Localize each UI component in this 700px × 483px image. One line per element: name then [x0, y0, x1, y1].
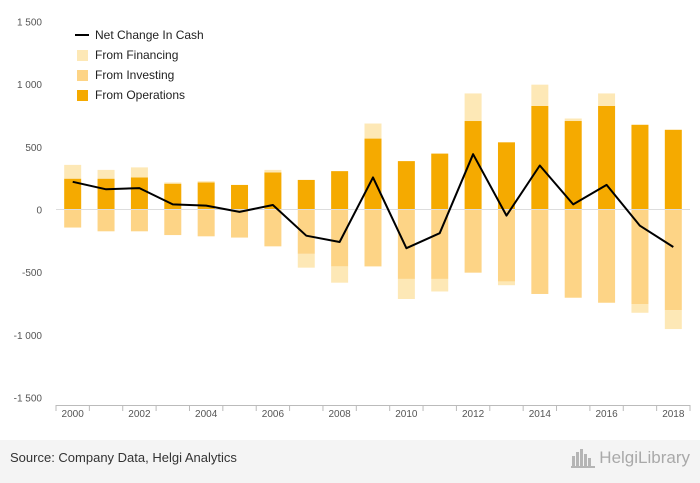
- bar-operations-2014: [531, 105, 549, 210]
- bar-operations-2018: [664, 129, 682, 210]
- bar-investing-2003: [164, 210, 182, 236]
- bar-operations-2013: [497, 142, 515, 210]
- x-tick-label: 2004: [195, 409, 218, 420]
- legend-label: From Financing: [95, 48, 178, 62]
- bar-financing-2004: [197, 181, 215, 183]
- bar-financing-2001: [97, 169, 115, 179]
- bar-investing-2010: [397, 210, 415, 279]
- bar-operations-2010: [397, 161, 415, 210]
- x-tick-label: 2006: [262, 409, 285, 420]
- source-note: Source: Company Data, Helgi Analytics: [10, 450, 237, 465]
- y-tick-label: 1 500: [17, 18, 42, 29]
- x-tick-label: 2014: [529, 409, 552, 420]
- bar-operations-2002: [130, 177, 148, 210]
- bar-operations-2015: [564, 121, 582, 210]
- bar-financing-2009: [364, 123, 382, 139]
- legend-label: Net Change In Cash: [95, 28, 204, 42]
- x-tick-label: 2002: [128, 409, 151, 420]
- bar-operations-2009: [364, 138, 382, 210]
- y-tick-label: 500: [25, 143, 42, 154]
- bar-financing-2007: [297, 253, 315, 268]
- bar-investing-2016: [598, 210, 616, 303]
- legend-label: From Investing: [95, 68, 174, 82]
- x-tick-label: 2018: [662, 409, 685, 420]
- bar-investing-2008: [331, 210, 349, 267]
- bar-investing-2012: [464, 210, 482, 273]
- legend-label: From Operations: [95, 88, 185, 102]
- bar-financing-2018: [664, 310, 682, 330]
- net-change-line: [72, 153, 674, 250]
- helgi-library-logo[interactable]: HelgiLibrary: [571, 448, 690, 468]
- bar-financing-2008: [331, 266, 349, 283]
- bar-financing-2010: [397, 278, 415, 299]
- bars-layer: [64, 84, 682, 330]
- bar-investing-2002: [130, 210, 148, 232]
- y-tick-label: 1 000: [17, 80, 42, 91]
- bar-investing-2000: [64, 210, 82, 228]
- bar-investing-2001: [97, 210, 115, 232]
- bar-operations-2007: [297, 179, 315, 210]
- bar-operations-2017: [631, 124, 649, 210]
- bar-financing-2006: [264, 169, 282, 173]
- bar-investing-2005: [231, 210, 249, 238]
- bar-investing-2014: [531, 210, 549, 294]
- x-tick-label: 2012: [462, 409, 485, 420]
- bar-investing-2007: [297, 210, 315, 254]
- bar-financing-2003: [164, 182, 182, 184]
- bar-operations-2006: [264, 172, 282, 210]
- bar-operations-2005: [231, 184, 249, 210]
- bar-financing-2013: [497, 281, 515, 286]
- logo-text: HelgiLibrary: [599, 448, 690, 467]
- bar-financing-2014: [531, 84, 549, 106]
- bar-investing-2011: [431, 210, 449, 279]
- legend: Net Change In Cash From Financing From Inv…: [75, 28, 204, 102]
- bar-operations-2001: [97, 178, 115, 210]
- legend-swatch: [77, 90, 88, 101]
- bar-investing-2017: [631, 210, 649, 304]
- bar-operations-2016: [598, 105, 616, 210]
- legend-swatch: [77, 70, 88, 81]
- skyline-icon: [571, 449, 596, 468]
- bar-financing-2017: [631, 304, 649, 313]
- y-tick-label: -500: [22, 268, 42, 279]
- bar-operations-2004: [197, 182, 215, 210]
- bar-investing-2009: [364, 210, 382, 267]
- bar-financing-2002: [130, 167, 148, 178]
- x-tick-label: 2010: [395, 409, 418, 420]
- bar-operations-2011: [431, 153, 449, 210]
- bar-financing-2000: [64, 164, 82, 179]
- y-tick-label: 0: [36, 206, 42, 217]
- x-tick-label: 2000: [62, 409, 85, 420]
- bar-operations-2003: [164, 183, 182, 210]
- bar-investing-2015: [564, 210, 582, 298]
- y-tick-label: -1 000: [14, 331, 43, 342]
- bar-operations-2008: [331, 171, 349, 210]
- bar-financing-2012: [464, 93, 482, 122]
- legend-swatch: [77, 50, 88, 61]
- bar-investing-2004: [197, 210, 215, 237]
- y-axis: 1 500 1 000 500 0 -500 -1 000 -1 500: [14, 18, 43, 405]
- bar-investing-2013: [497, 210, 515, 282]
- y-tick-label: -1 500: [14, 394, 43, 405]
- bar-investing-2006: [264, 210, 282, 247]
- bar-investing-2018: [664, 210, 682, 311]
- x-tick-label: 2008: [329, 409, 352, 420]
- bar-financing-2011: [431, 278, 449, 292]
- bar-operations-2012: [464, 121, 482, 210]
- x-axis: 2000 2002 2004 2006 2008 2010 2012 2014 2016 2018: [55, 405, 691, 420]
- bar-operations-2000: [64, 178, 82, 210]
- bar-financing-2015: [564, 118, 582, 122]
- x-tick-label: 2016: [595, 409, 618, 420]
- footer: Source: Company Data, Helgi Analytics He…: [0, 440, 700, 483]
- bar-financing-2016: [598, 93, 616, 106]
